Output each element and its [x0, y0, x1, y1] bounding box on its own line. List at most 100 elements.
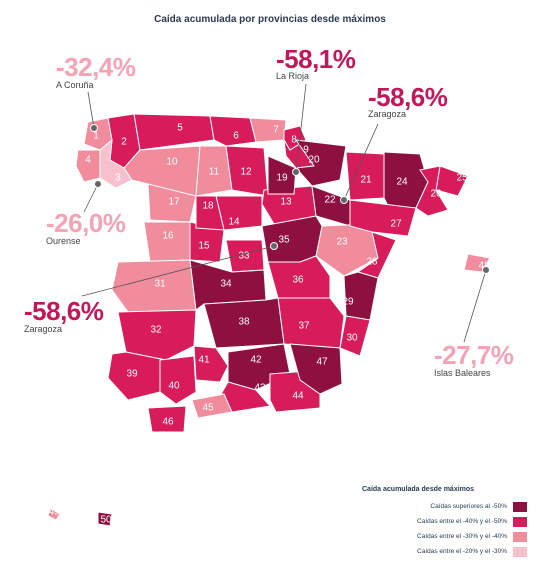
province-label-43: 43	[254, 383, 266, 394]
legend-swatch	[513, 501, 527, 512]
province-label-39: 39	[126, 369, 138, 380]
province-label-12: 12	[240, 167, 252, 178]
province-label-24: 24	[396, 177, 408, 188]
province-label-10: 10	[166, 157, 178, 168]
legend-label: Caídas entre el -40% y el -50%	[417, 518, 507, 525]
legend-swatch	[513, 546, 527, 557]
callout-value-baleares: -27,7%	[434, 340, 514, 370]
province-label-15: 15	[198, 241, 210, 252]
province-label-4: 4	[85, 155, 91, 166]
province-label-35: 35	[278, 235, 290, 246]
callout-place-a-coruna: A Coruña	[56, 80, 94, 90]
province-label-34: 34	[220, 279, 232, 290]
province-label-9: 9	[303, 145, 309, 156]
leader-line-baleares	[463, 269, 487, 343]
province-label-48: 48	[478, 261, 490, 272]
province-label-29: 29	[342, 297, 354, 308]
province-region-38	[203, 297, 285, 349]
province-label-16: 16	[162, 231, 174, 242]
province-label-17: 17	[168, 197, 180, 208]
province-label-11: 11	[209, 167, 220, 178]
location-marker-la-rioja	[292, 168, 300, 176]
province-region-18	[195, 195, 225, 231]
callout-place-baleares: Islas Baleares	[434, 368, 491, 378]
province-region-43	[219, 381, 271, 413]
province-region-17	[147, 183, 197, 223]
province-region-35	[261, 215, 323, 263]
province-label-5: 5	[177, 123, 183, 134]
location-marker-zaragoza-ne	[340, 196, 348, 204]
callout-value-ourense: -26,0%	[46, 208, 126, 238]
province-region-37	[277, 297, 345, 349]
province-label-26: 26	[430, 189, 442, 200]
callout-place-zaragoza-ne: Zaragoza	[368, 109, 407, 119]
province-region-5	[133, 113, 215, 151]
location-marker-baleares	[482, 266, 490, 274]
legend-label: Caídas entre el -30% y el -40%	[417, 533, 507, 540]
province-region-50	[97, 511, 113, 527]
callout-value-zaragoza-w: -58,6%	[24, 296, 104, 326]
province-label-46: 46	[162, 417, 174, 428]
location-marker-a-coruna	[90, 124, 98, 132]
province-label-21: 21	[360, 175, 372, 186]
province-label-38: 38	[238, 317, 250, 328]
legend-item: Caídas entre el -20% y el -30%	[362, 544, 527, 559]
province-label-25: 25	[456, 173, 468, 184]
province-label-42: 42	[250, 355, 262, 366]
province-label-45: 45	[202, 403, 214, 414]
legend-swatch	[513, 516, 527, 527]
province-label-44: 44	[292, 391, 304, 402]
province-region-46	[147, 405, 187, 433]
leader-line-zaragoza-ne	[343, 123, 379, 201]
province-label-37: 37	[298, 321, 310, 332]
province-label-2: 2	[121, 137, 127, 148]
province-label-18: 18	[202, 201, 214, 212]
province-region-29	[343, 271, 379, 321]
province-label-36: 36	[292, 275, 304, 286]
province-label-6: 6	[233, 131, 239, 142]
province-region-41	[193, 345, 229, 383]
callout-place-la-rioja: La Rioja	[276, 71, 310, 81]
callout-value-la-rioja: -58,1%	[276, 44, 356, 74]
province-label-7: 7	[273, 125, 279, 136]
province-label-31: 31	[154, 279, 166, 290]
province-label-1: 1	[93, 131, 99, 142]
province-region-16	[143, 221, 191, 263]
province-label-22: 22	[324, 195, 336, 206]
province-label-27: 27	[390, 219, 402, 230]
callout-place-zaragoza-w: Zaragoza	[24, 324, 63, 334]
location-marker-zaragoza-w	[270, 242, 278, 250]
province-regions	[47, 113, 491, 527]
legend-label: Caídas superiores al -50%	[430, 503, 507, 510]
province-region-6	[209, 115, 257, 147]
province-label-33: 33	[238, 251, 250, 262]
province-region-27	[349, 199, 417, 237]
callout-place-ourense: Ourense	[46, 236, 81, 246]
province-region-30	[339, 315, 371, 357]
province-label-20: 20	[308, 155, 320, 166]
legend-label: Caídas entre el -20% y el -30%	[417, 548, 507, 555]
location-marker-ourense	[94, 180, 102, 188]
province-label-50: 50	[100, 515, 112, 526]
province-label-13: 13	[280, 197, 292, 208]
legend-item: Caídas entre el -40% y el -50%	[362, 514, 527, 529]
province-region-49	[47, 507, 61, 521]
province-label-3: 3	[115, 173, 121, 184]
leader-line-a-coruna	[87, 91, 95, 129]
province-region-47	[289, 343, 343, 395]
province-region-26	[415, 165, 449, 217]
legend-item: Caídas superiores al -50%	[362, 499, 527, 514]
province-label-41: 41	[198, 355, 210, 366]
callout-value-zaragoza-ne: -58,6%	[368, 82, 448, 112]
province-label-47: 47	[316, 357, 328, 368]
province-label-32: 32	[150, 325, 162, 336]
leader-line-zaragoza-w	[81, 245, 275, 297]
province-region-40	[159, 355, 197, 405]
province-label-14: 14	[228, 217, 240, 228]
province-label-23: 23	[336, 237, 348, 248]
legend-item: Caídas entre el -30% y el -40%	[362, 529, 527, 544]
province-region-4	[75, 149, 101, 183]
province-label-19: 19	[276, 173, 288, 184]
